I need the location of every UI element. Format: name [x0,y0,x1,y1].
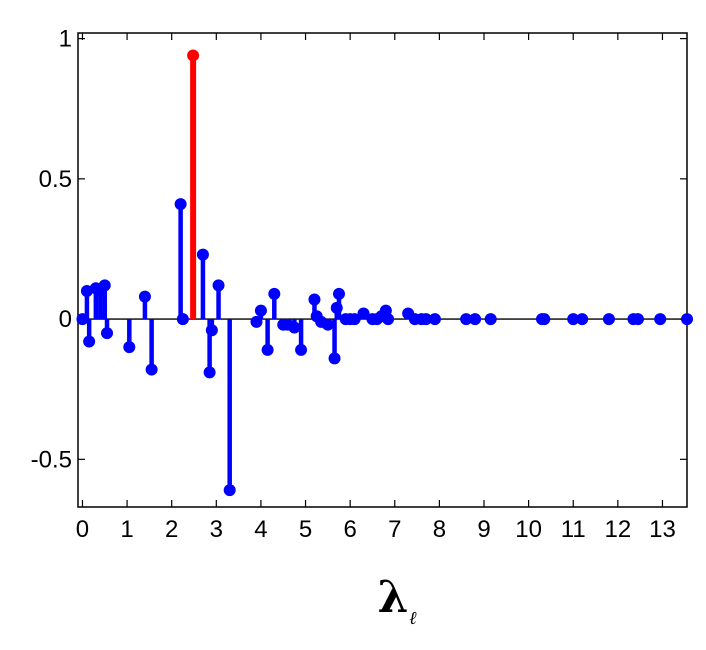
stem-marker [328,352,341,365]
stem-marker [631,313,644,326]
stem-marker [469,313,482,326]
x-axis-label-symbol: λ [378,572,409,623]
stem-marker [567,313,580,326]
y-tick-label: -0.5 [31,446,72,473]
stem-marker [295,343,308,356]
x-tick-label: 8 [433,516,446,543]
stem-marker [261,343,274,356]
x-tick-label: 3 [210,516,223,543]
stem-marker [681,313,693,326]
stem-marker [196,248,209,261]
stem-marker [538,313,551,326]
stem-marker [382,313,395,326]
x-tick-label: 1 [120,516,133,543]
stems-layer [76,49,693,497]
stem-marker [212,279,225,292]
stem-marker [576,313,589,326]
stem-marker [484,313,497,326]
x-tick-label: 11 [561,516,586,543]
stem-marker [223,484,236,497]
y-tick-label: 0 [59,306,72,333]
stem-marker [428,313,441,326]
stem-marker [268,287,281,300]
stem-marker [348,313,361,326]
x-tick-label: 5 [299,516,312,543]
y-tick-label: 1 [59,26,72,53]
x-tick-label: 13 [649,516,676,543]
y-ticks: -0.5 0 0.5 1 [31,26,687,473]
x-tick-label: 0 [76,516,89,543]
x-tick-label: 7 [388,516,401,543]
stem-marker [205,324,218,337]
stem-marker [602,313,615,326]
x-tick-label: 2 [165,516,178,543]
stem-marker [321,318,334,331]
stem-marker [138,290,151,303]
plot-area-border [77,32,688,508]
y-tick-label: 0.5 [39,166,72,193]
stem-marker [203,366,216,379]
x-ticks: 0 1 2 3 4 5 6 7 8 9 10 11 12 13 [76,33,676,543]
stem-marker [654,313,667,326]
x-tick-label: 10 [515,516,542,543]
x-tick-label: 4 [254,516,267,543]
stem-marker [357,307,370,320]
stem-marker [187,49,200,62]
stem-marker [145,363,158,376]
x-tick-label: 12 [604,516,631,543]
plot-frame [77,32,688,508]
x-tick-label: 6 [343,516,356,543]
x-axis-label-subscript: ℓ [409,608,417,629]
stem-marker [174,198,187,211]
stem-marker [460,313,473,326]
stem-marker [308,293,321,306]
stem-marker [101,327,113,340]
stem-marker [420,313,432,326]
x-axis-label: λ ℓ [378,572,417,629]
stem-marker [254,304,267,317]
stem-marker [83,335,96,348]
x-tick-label: 9 [477,516,490,543]
stem-marker [98,279,111,292]
stem-marker [176,313,189,326]
stem-marker [288,321,301,334]
stem-marker [123,341,136,354]
stem-marker [333,287,345,300]
